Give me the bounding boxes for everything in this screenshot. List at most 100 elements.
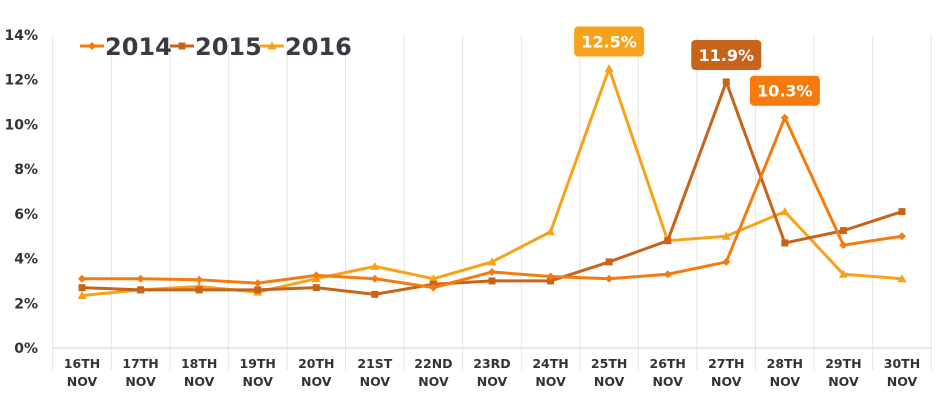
x-tick-label: NOV [652,374,683,389]
x-tick-label: 21ST [357,356,392,371]
data-point-2014 [487,267,496,276]
y-tick-label: 4% [14,252,38,268]
data-point-2015 [722,78,730,86]
data-point-2016 [487,257,497,266]
x-tick-label: NOV [594,374,625,389]
callout-box-2014 [749,75,820,106]
data-point-2014 [546,272,555,281]
y-tick-label: 10% [4,117,38,133]
data-point-2015 [898,208,906,216]
data-point-2015 [137,286,145,294]
data-point-2014 [897,232,906,241]
data-point-2015 [312,284,320,292]
legend-marker-2016 [267,41,277,50]
x-tick-label: 20TH [298,356,334,371]
x-tick-label: NOV [360,374,391,389]
x-tick-label: 19TH [240,356,276,371]
x-tick-label: NOV [67,374,98,389]
y-tick-label: 6% [14,207,38,223]
series-2014 [78,113,906,292]
x-tick-label: 25TH [591,356,627,371]
legend-item-2015: 2015 [170,33,262,61]
data-point-2014 [312,271,321,280]
data-point-2015 [664,237,672,245]
legend-label-2015: 2015 [195,33,262,61]
legend-marker-2014 [88,42,96,50]
data-point-2014 [722,257,731,266]
x-tick-label: 17TH [122,356,158,371]
data-point-2014 [195,275,204,284]
data-point-2015 [488,277,496,285]
data-point-2015 [371,290,379,298]
legend-item-2016: 2016 [260,33,352,61]
data-point-2016 [370,261,380,270]
data-point-2015 [547,277,555,285]
grid-lines [52,35,932,370]
y-axis: 0% 2% 4% 6% 8% 10% 12% 14% [4,28,38,357]
x-tick-label: NOV [418,374,449,389]
data-point-2014 [253,279,262,288]
data-point-2016 [897,274,907,283]
peak-callouts: 10.3%11.9% 12.5% [574,26,820,106]
callout-label-2014: 10.3% [757,82,813,101]
x-tick-label: NOV [242,374,273,389]
series-lines [77,64,907,299]
callout-label-2015: 11.9% [699,46,755,65]
data-point-2016 [546,227,556,236]
callout-label-2016: 12.5% [581,33,637,52]
x-tick-label: NOV [535,374,566,389]
data-point-2015 [254,286,262,294]
legend-label-2016: 2016 [285,33,352,61]
y-tick-label: 0% [14,341,38,357]
x-axis: 16TH NOV 17TH NOV 18TH NOV 19TH NOV 20TH NOV 21ST N… [64,356,920,389]
data-point-2016 [780,207,790,216]
data-point-2014 [429,283,438,292]
x-tick-label: NOV [184,374,215,389]
data-point-2016 [721,231,731,240]
x-tick-label: 28TH [767,356,803,371]
data-point-2014 [136,274,145,283]
x-tick-label: NOV [301,374,332,389]
x-tick-label: 22ND [414,356,452,371]
data-point-2015 [781,239,789,247]
data-point-2015 [195,286,203,294]
data-point-2014 [839,241,848,250]
x-tick-label: 29TH [825,356,861,371]
series-2015 [78,78,906,298]
data-point-2014 [78,274,86,283]
x-tick-label: 27TH [708,356,744,371]
y-tick-label: 12% [4,73,38,89]
x-tick-label: NOV [711,374,742,389]
data-point-2016 [428,274,438,283]
data-point-2015 [605,258,613,266]
x-tick-label: 24TH [532,356,568,371]
legend-item-2014: 2014 [80,33,172,61]
x-tick-label: NOV [477,374,508,389]
x-tick-label: NOV [770,374,801,389]
y-tick-label: 14% [4,28,38,44]
data-point-2016 [604,64,614,73]
callout-box-2015 [691,39,762,70]
x-tick-label: 18TH [181,356,217,371]
legend-marker-2015 [178,42,186,50]
data-point-2014 [780,113,789,122]
x-tick-label: NOV [887,374,918,389]
callout-box-2016 [574,26,645,57]
data-point-2016 [77,290,87,299]
x-tick-label: 26TH [650,356,686,371]
x-tick-label: 16TH [64,356,100,371]
legend: 2014 2015 2016 [80,33,352,61]
data-point-2014 [605,274,614,283]
x-tick-label: 23RD [473,356,510,371]
data-point-2014 [663,270,672,279]
data-point-2015 [78,284,86,292]
data-point-2016 [838,269,848,278]
x-tick-label: NOV [828,374,859,389]
legend-label-2014: 2014 [105,33,172,61]
data-point-2015 [839,227,847,235]
x-tick-label: NOV [125,374,156,389]
data-point-2014 [370,274,379,283]
x-tick-label: 30TH [884,356,920,371]
y-tick-label: 2% [14,296,38,312]
